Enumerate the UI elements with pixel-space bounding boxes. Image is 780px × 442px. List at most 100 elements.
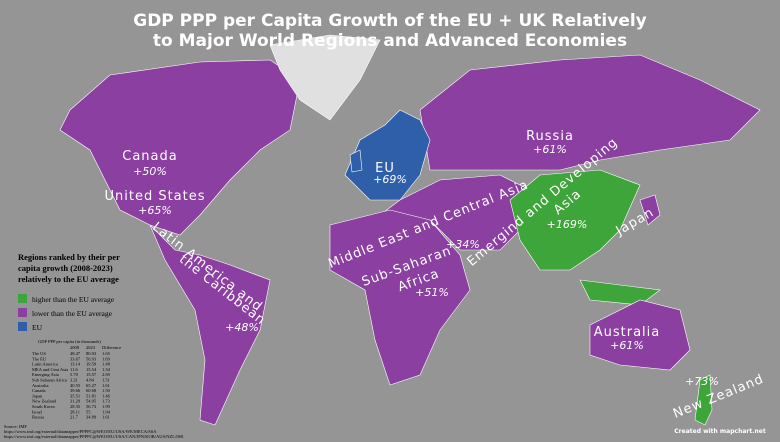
table-cell: 1.61 bbox=[102, 415, 110, 420]
region-growth: +61% bbox=[533, 143, 567, 156]
table-cell: 1.48 bbox=[102, 362, 111, 367]
table-cell: 1.51 bbox=[102, 378, 110, 383]
legend-swatch bbox=[18, 308, 27, 317]
table-cell: 1.69 bbox=[102, 356, 111, 361]
table-cell: 2.69 bbox=[102, 372, 111, 377]
region-name: Australia bbox=[594, 325, 661, 340]
table-cell: Israel bbox=[32, 409, 43, 414]
table-cell: 34.89 bbox=[86, 415, 97, 420]
legend-swatch bbox=[18, 294, 27, 303]
eu bbox=[344, 109, 431, 201]
table-cell: 39.66 bbox=[70, 388, 81, 393]
table-cell: 1.46 bbox=[102, 393, 111, 398]
table-cell: 60.68 bbox=[86, 388, 97, 393]
table-cell: Russia bbox=[32, 415, 44, 420]
table-cell: New Zealand bbox=[32, 399, 57, 404]
table-cell: 15.57 bbox=[86, 372, 97, 377]
region-name: Canada bbox=[122, 149, 177, 164]
table-caption: GDP PPP per capita (in thousands) bbox=[38, 339, 101, 344]
legend-title: capita growth (2008-2023) bbox=[18, 263, 113, 273]
region-growth: +61% bbox=[610, 339, 644, 352]
table-cell: 3.21 bbox=[70, 378, 78, 383]
north-america bbox=[59, 59, 301, 236]
legend-swatch bbox=[18, 322, 27, 331]
table-cell: The EU bbox=[32, 356, 47, 361]
land bbox=[59, 34, 761, 426]
table-cell: 1.73 bbox=[102, 399, 111, 404]
table-cell: 15.54 bbox=[86, 367, 97, 372]
latin-america bbox=[149, 224, 271, 426]
region-name: EU bbox=[375, 161, 395, 176]
uk bbox=[349, 149, 363, 173]
table-cell: 1.34 bbox=[102, 367, 111, 372]
credit: Created with mapchart.net bbox=[674, 428, 766, 435]
table-cell: 35.51 bbox=[70, 393, 80, 398]
table-header: Difference bbox=[102, 345, 121, 350]
region-growth: +73% bbox=[685, 375, 719, 388]
table-cell: Australia bbox=[32, 383, 49, 388]
source: Source: IMF bbox=[4, 424, 27, 429]
table-cell: Japan bbox=[32, 393, 43, 398]
table-cell: 1.94 bbox=[102, 409, 111, 414]
table-cell: 80.03 bbox=[86, 351, 97, 356]
region-name: United States bbox=[104, 189, 205, 204]
region-growth: +51% bbox=[415, 286, 449, 299]
table-cell: 4.84 bbox=[86, 378, 95, 383]
legend-item: lower than the EU average bbox=[32, 309, 113, 318]
legend-title: relatively to the EU average bbox=[18, 274, 119, 284]
greenland bbox=[269, 34, 381, 121]
table-cell: 1.50 bbox=[102, 388, 111, 393]
region-growth: +50% bbox=[133, 165, 167, 178]
table-header: 2008 bbox=[70, 345, 80, 350]
table-cell: 1.65 bbox=[102, 351, 111, 356]
table-cell: 55 bbox=[86, 409, 91, 414]
legend-item: higher than the EU average bbox=[32, 295, 115, 304]
source: https://www.imf.org/external/datamapper/… bbox=[4, 429, 157, 434]
emerging-asia bbox=[509, 169, 641, 271]
region-growth: +169% bbox=[547, 218, 588, 231]
table-cell: 65.27 bbox=[86, 383, 97, 388]
table-cell: 1.61 bbox=[102, 383, 110, 388]
table-cell: 56.73 bbox=[86, 404, 97, 409]
region-growth: +48% bbox=[225, 321, 259, 334]
legend-item: EU bbox=[32, 323, 43, 332]
table-cell: 56.93 bbox=[86, 356, 97, 361]
title: to Major World Regions and Advanced Econ… bbox=[153, 31, 627, 51]
source: https://www.imf.org/external/datamapper/… bbox=[4, 434, 183, 439]
table-cell: 31.29 bbox=[70, 399, 81, 404]
australia bbox=[589, 299, 691, 371]
table-cell: 11.6 bbox=[70, 367, 78, 372]
data-table: GDP PPP per capita (in thousands)2008 202… bbox=[32, 339, 121, 420]
table-cell: Canada bbox=[32, 388, 46, 393]
table-cell: South Korea bbox=[32, 404, 55, 409]
region-growth: +65% bbox=[138, 204, 172, 217]
table-header: 2023 bbox=[86, 345, 96, 350]
region-growth: +69% bbox=[373, 173, 407, 186]
africa bbox=[329, 209, 471, 386]
table-cell: 13.14 bbox=[70, 362, 81, 367]
table-cell: 1.99 bbox=[102, 404, 111, 409]
legend-title: Regions ranked by their per bbox=[18, 252, 120, 262]
table-cell: Emerging Asia bbox=[32, 372, 59, 377]
table-cell: 21.7 bbox=[70, 415, 79, 420]
table-cell: 48.47 bbox=[70, 351, 81, 356]
table-cell: 28.35 bbox=[70, 404, 81, 409]
region-name: Russia bbox=[526, 129, 574, 144]
table-cell: 33.67 bbox=[70, 356, 81, 361]
table-cell: 28.11 bbox=[70, 409, 80, 414]
title: GDP PPP per Capita Growth of the EU + UK… bbox=[133, 11, 647, 31]
table-cell: MEA and Cent Asia bbox=[32, 367, 68, 372]
table-cell: 19.59 bbox=[86, 362, 97, 367]
table-cell: 54.05 bbox=[86, 399, 97, 404]
table-cell: 5.70 bbox=[70, 372, 79, 377]
table-cell: 51.81 bbox=[86, 393, 96, 398]
russia bbox=[419, 54, 761, 171]
table-cell: 40.55 bbox=[70, 383, 81, 388]
table-cell: The US bbox=[32, 351, 46, 356]
legend: Regions ranked by their per capita growt… bbox=[18, 252, 120, 332]
table-cell: Sub Saharan Africa bbox=[32, 378, 67, 383]
new-zealand bbox=[694, 374, 713, 426]
japan bbox=[639, 194, 661, 226]
table-cell: Latin America bbox=[32, 362, 58, 367]
